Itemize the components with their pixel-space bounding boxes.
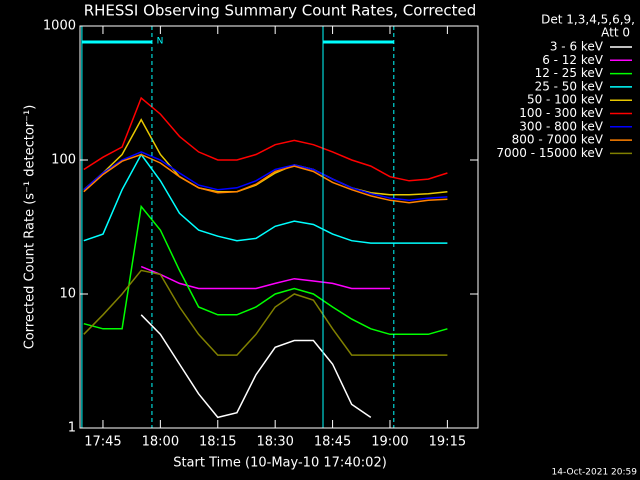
legend-label: 3 - 6 keV: [550, 40, 604, 54]
x-tick-label: 18:15: [199, 435, 236, 450]
legend-header: Det 1,3,4,5,6,9,: [541, 13, 635, 27]
series-line: [83, 96, 448, 182]
y-tick-label: 100: [51, 153, 76, 168]
y-axis-label: Corrected Count Rate (s⁻¹ detector⁻¹): [23, 105, 38, 350]
series-line: [83, 151, 448, 202]
legend-label: 100 - 300 keV: [519, 106, 603, 120]
x-axis-label: Start Time (10-May-10 17:40:02): [173, 456, 387, 471]
x-tick-label: 19:15: [429, 435, 466, 450]
x-tick-label: 19:00: [371, 435, 408, 450]
legend-label: 12 - 25 keV: [535, 66, 604, 80]
series-line: [140, 265, 390, 290]
x-tick-label: 17:45: [84, 435, 121, 450]
series-line: [83, 204, 448, 336]
footer: 14-Oct-2021 20:59: [552, 468, 638, 478]
x-tick-label: 18:00: [142, 435, 179, 450]
legend-header: Att 0: [601, 26, 630, 40]
series-line: [140, 314, 372, 419]
x-tick-label: 18:30: [256, 435, 293, 450]
legend-label: 800 - 7000 keV: [512, 133, 604, 147]
y-tick-label: 1000: [43, 19, 76, 34]
x-tick-label: 18:45: [314, 435, 351, 450]
chart-title: RHESSI Observing Summary Count Rates, Co…: [84, 2, 477, 20]
legend-label: 7000 - 15000 keV: [496, 146, 603, 160]
y-tick-label: 10: [59, 287, 76, 302]
legend-label: 6 - 12 keV: [542, 53, 604, 67]
series-line: [83, 153, 448, 204]
series-line: [83, 153, 448, 244]
legend-label: 50 - 100 keV: [527, 93, 604, 107]
plot-frame: [79, 25, 479, 429]
series-line: [83, 269, 448, 356]
series-line: [83, 118, 448, 196]
legend-label: 300 - 800 keV: [519, 119, 603, 133]
legend-label: 25 - 50 keV: [535, 79, 604, 93]
y-tick-label: 1: [68, 421, 76, 436]
flag-label: N: [157, 37, 164, 47]
